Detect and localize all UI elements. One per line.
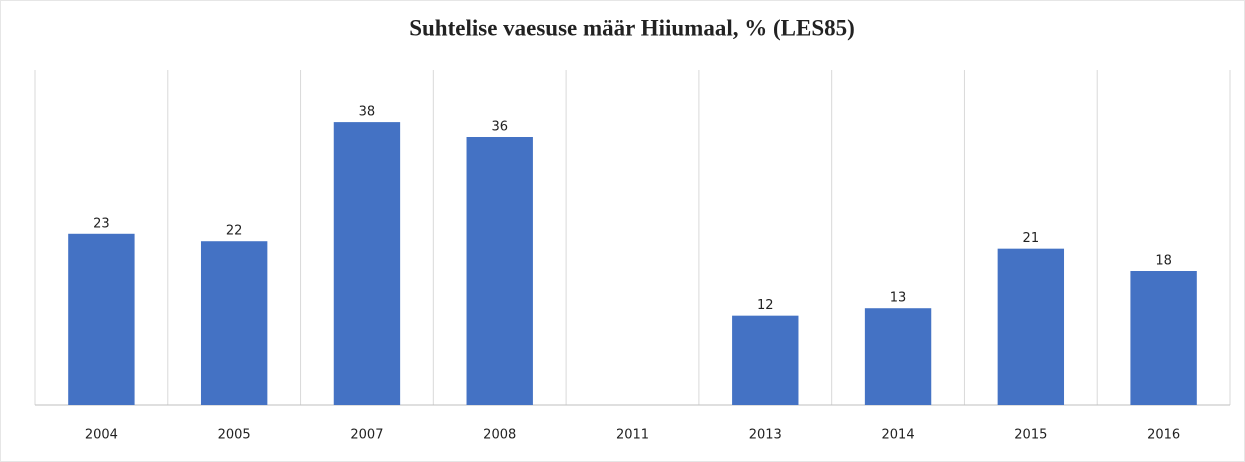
data-label: 12 [757, 298, 774, 313]
bar [68, 233, 135, 405]
x-tick-label: 2015 [1014, 428, 1047, 443]
data-label: 36 [491, 120, 508, 135]
data-label: 23 [93, 216, 110, 231]
x-tick-label: 2013 [749, 428, 782, 443]
bar [1130, 271, 1197, 405]
x-tick-label: 2014 [882, 428, 915, 443]
data-label: 22 [226, 224, 243, 239]
chart-title: Suhtelise vaesuse määr Hiiumaal, % (LES8… [409, 15, 855, 40]
bar [333, 122, 401, 405]
x-tick-label: 2016 [1147, 428, 1180, 443]
bar [864, 308, 932, 405]
data-label: 38 [359, 105, 376, 120]
bar [466, 137, 533, 405]
x-tick-label: 2008 [483, 428, 516, 443]
data-label: 21 [1023, 231, 1040, 246]
bar [200, 241, 268, 405]
x-tick-label: 2011 [616, 428, 649, 443]
x-tick-label: 2007 [350, 428, 383, 443]
bar [732, 315, 799, 405]
data-label: 18 [1155, 254, 1172, 269]
data-label: 13 [890, 291, 907, 306]
bar [997, 248, 1065, 405]
x-tick-label: 2005 [218, 428, 251, 443]
x-tick-label: 2004 [85, 428, 118, 443]
